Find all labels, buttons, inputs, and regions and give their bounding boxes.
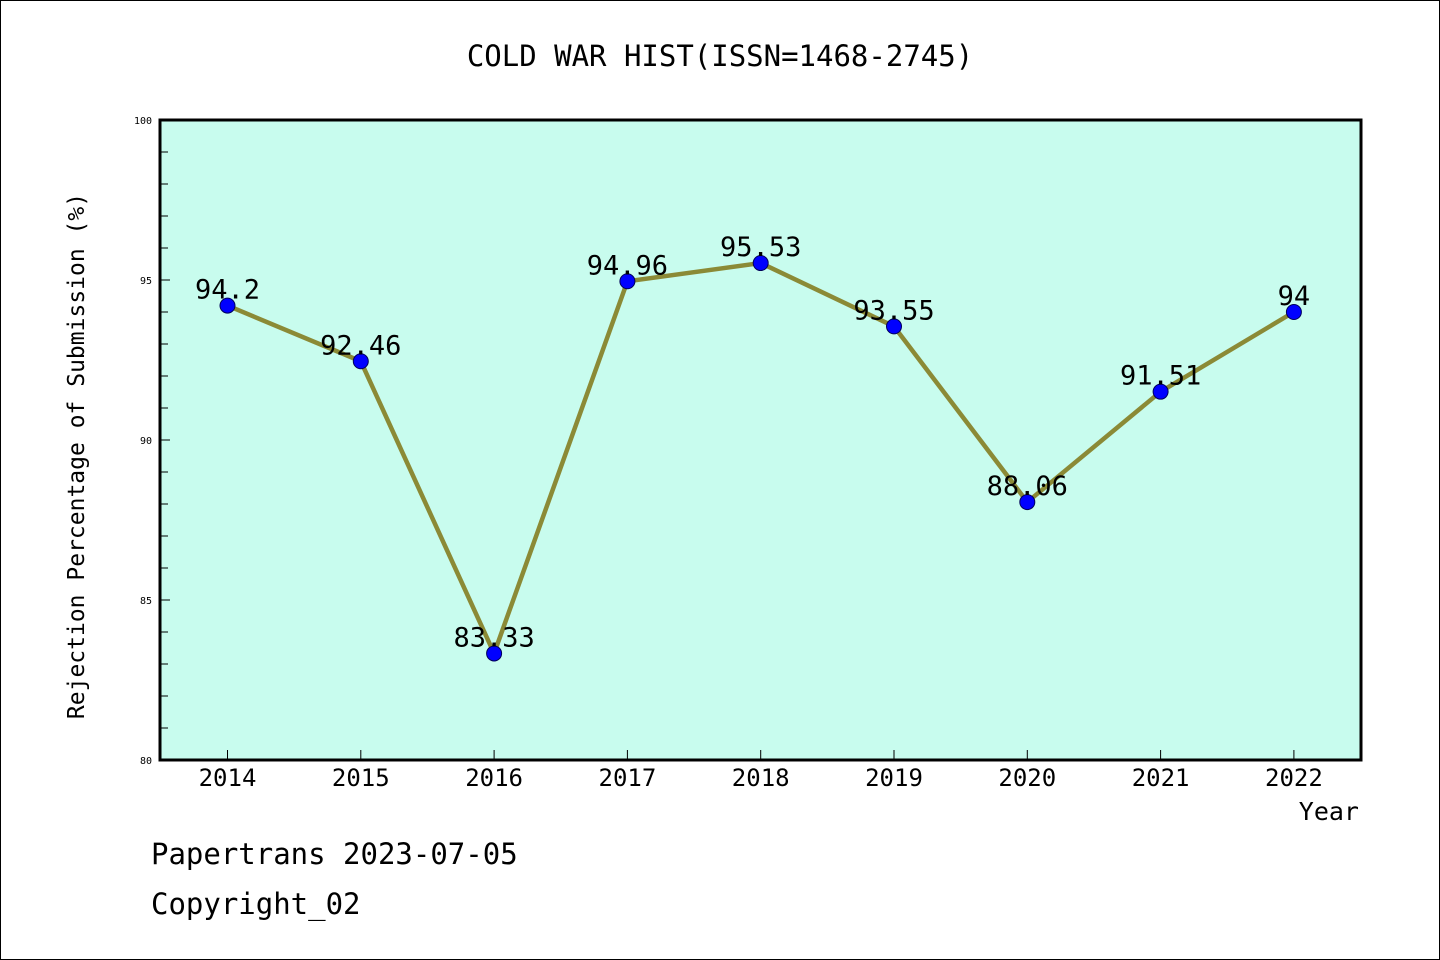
y-tick-label: 90 xyxy=(140,436,152,447)
plot-area xyxy=(160,120,1361,760)
data-point xyxy=(219,297,236,314)
x-tick-label: 2017 xyxy=(599,764,657,792)
footer-copyright-text: Copyright_02 xyxy=(151,887,361,921)
x-tick-label: 2015 xyxy=(332,764,390,792)
y-tick-label: 80 xyxy=(140,756,152,767)
y-tick-label: 95 xyxy=(140,276,152,287)
y-tick-label: 85 xyxy=(140,596,152,607)
x-tick-label: 2021 xyxy=(1132,764,1190,792)
data-point xyxy=(1285,304,1302,320)
data-label: 94.2 xyxy=(195,275,260,306)
data-point xyxy=(886,318,902,335)
data-point xyxy=(619,273,636,290)
data-point xyxy=(1019,494,1036,511)
x-tick-label: 2016 xyxy=(465,764,523,792)
x-tick-label: 2022 xyxy=(1265,764,1323,792)
data-label: 83.33 xyxy=(453,622,534,653)
data-label: 94 xyxy=(1278,281,1311,312)
x-tick-label: 2019 xyxy=(865,764,923,792)
data-label: 92.46 xyxy=(320,330,401,361)
data-label: 95.53 xyxy=(720,232,801,263)
x-tick-label: 2018 xyxy=(732,764,790,792)
plot-frame xyxy=(158,118,1363,762)
y-axis-label: Rejection Percentage of Submission (%) xyxy=(64,193,90,719)
data-label: 94.96 xyxy=(587,250,668,281)
x-tick-label: 2020 xyxy=(998,764,1056,792)
data-point xyxy=(1152,383,1169,400)
data-point xyxy=(352,353,369,370)
data-label: 93.55 xyxy=(853,295,934,326)
x-tick-label: 2014 xyxy=(199,764,257,792)
chart-title: COLD WAR HIST(ISSN=1468-2745) xyxy=(467,39,973,73)
footer-date-text: Papertrans 2023-07-05 xyxy=(151,837,518,871)
data-point xyxy=(752,255,769,272)
data-label: 88.06 xyxy=(987,471,1068,502)
data-point xyxy=(486,645,503,662)
x-axis-label: Year xyxy=(1299,797,1359,826)
data-label: 91.51 xyxy=(1120,361,1201,392)
y-tick-label: 100 xyxy=(134,116,152,127)
